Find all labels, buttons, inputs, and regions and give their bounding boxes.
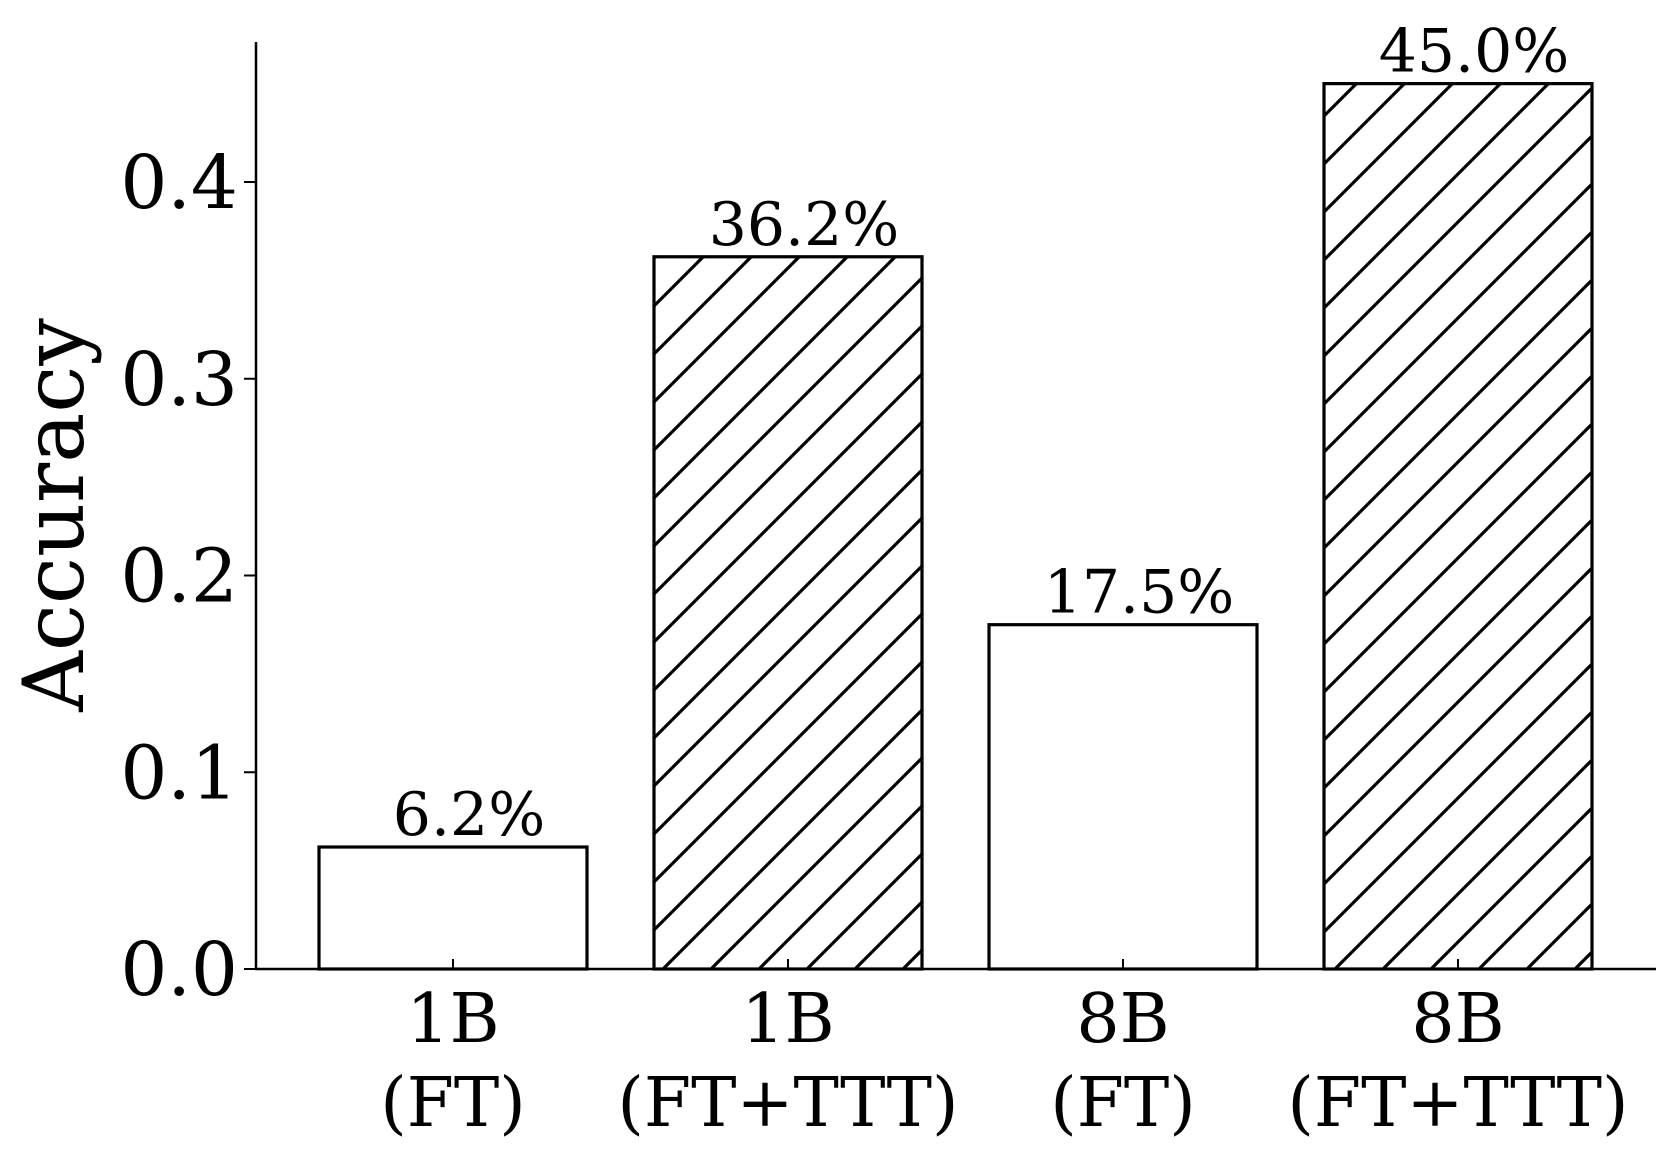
value-labels: 6.2% 36.2% 17.5% 45.0%: [393, 17, 1570, 850]
axes-layer: [254, 42, 1656, 971]
y-tick-label: 0.0: [120, 927, 238, 1013]
bar-value-label: 6.2%: [393, 780, 545, 850]
x-category-label-line2: (FT): [1050, 1064, 1196, 1143]
bar-value-label: 45.0%: [1379, 17, 1570, 87]
x-category-label-line2: (FT): [380, 1064, 526, 1143]
y-tick-label: 0.3: [120, 337, 238, 423]
bar-hatch-fill: [1324, 83, 1592, 969]
y-ticks: 0.0 0.1 0.2 0.3 0.4: [120, 140, 256, 1013]
y-axis-title: Accuracy: [5, 318, 103, 713]
y-tick-label: 0.4: [120, 140, 238, 226]
bar: [987, 623, 1259, 971]
y-tick-label: 0.1: [120, 730, 238, 816]
bars-layer: [317, 82, 1594, 971]
bar-hatch-fill: [654, 256, 922, 969]
x-category-label-line1: 8B: [1076, 980, 1169, 1059]
bar: [317, 845, 589, 971]
bar-value-label: 36.2%: [709, 190, 900, 260]
x-category-label-line1: 8B: [1411, 980, 1504, 1059]
y-tick-label: 0.2: [120, 534, 238, 620]
bar-value-label: 17.5%: [1044, 558, 1235, 628]
x-category-labels: 1B(FT)1B(FT+TTT)8B(FT)8B(FT+TTT): [380, 959, 1629, 1143]
x-category-label-line2: (FT+TTT): [1287, 1064, 1628, 1143]
x-category-label-line1: 1B: [741, 980, 834, 1059]
x-category-label-line2: (FT+TTT): [617, 1064, 958, 1143]
x-category-label-line1: 1B: [406, 980, 499, 1059]
